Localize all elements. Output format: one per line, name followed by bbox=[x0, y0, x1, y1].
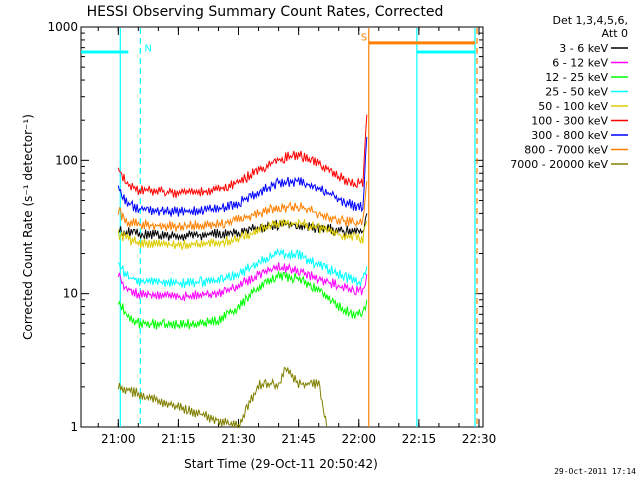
legend: Det 1,3,4,5,6,Att 0 3 - 6 keV 6 - 12 keV12… bbox=[510, 14, 628, 171]
timestamp: 29-Oct-2011 17:14 bbox=[554, 467, 636, 476]
y-tick-label: 1000 bbox=[47, 20, 78, 34]
series-line bbox=[117, 271, 368, 330]
series-line bbox=[117, 366, 328, 429]
legend-entry-label: 300 - 800 keV bbox=[531, 129, 608, 142]
x-tick-label: 21:00 bbox=[101, 432, 136, 446]
legend-entry-label: 3 - 6 keV bbox=[559, 42, 608, 55]
series-line bbox=[117, 247, 368, 288]
chart-title: HESSI Observing Summary Count Rates, Cor… bbox=[87, 4, 444, 20]
legend-entry-label: 7000 - 20000 keV bbox=[510, 158, 608, 171]
x-tick-label: 22:00 bbox=[341, 432, 376, 446]
legend-header: Det 1,3,4,5,6, bbox=[552, 14, 628, 27]
y-tick-label: 1 bbox=[70, 420, 78, 434]
x-tick-label: 21:45 bbox=[281, 432, 316, 446]
series-line bbox=[117, 262, 368, 302]
annotation-label: N bbox=[144, 44, 151, 55]
annotation-label: S bbox=[361, 32, 367, 43]
legend-entry-label: 100 - 300 keV bbox=[531, 115, 608, 128]
y-tick-label: 100 bbox=[55, 153, 78, 167]
series-line bbox=[117, 136, 368, 217]
x-tick-label: 21:15 bbox=[161, 432, 196, 446]
series-line bbox=[117, 218, 368, 250]
plot-frame bbox=[80, 26, 484, 428]
legend-entry-label: 6 - 12 keV bbox=[552, 57, 608, 70]
plot-area: 1 10 100 1000 21:00 21:15 21:30 21:45 22:00 22:15… bbox=[47, 20, 496, 446]
y-axis-label: Corrected Count Rate (s⁻¹ detector⁻¹) bbox=[21, 114, 35, 340]
series-line bbox=[117, 114, 368, 198]
legend-entry-label: 800 - 7000 keV bbox=[524, 144, 608, 157]
x-tick-label: 22:30 bbox=[462, 432, 497, 446]
y-tick-label: 10 bbox=[63, 287, 78, 301]
x-tick-label: 22:15 bbox=[402, 432, 437, 446]
legend-entry-label: 25 - 50 keV bbox=[545, 86, 608, 99]
x-tick-label: 21:30 bbox=[221, 432, 256, 446]
legend-header: Att 0 bbox=[602, 27, 628, 40]
legend-entry-label: 50 - 100 keV bbox=[538, 100, 608, 113]
legend-entry-label: 12 - 25 keV bbox=[545, 71, 608, 84]
series-line bbox=[117, 180, 368, 232]
x-axis-label: Start Time (29-Oct-11 20:50:42) bbox=[184, 457, 378, 471]
